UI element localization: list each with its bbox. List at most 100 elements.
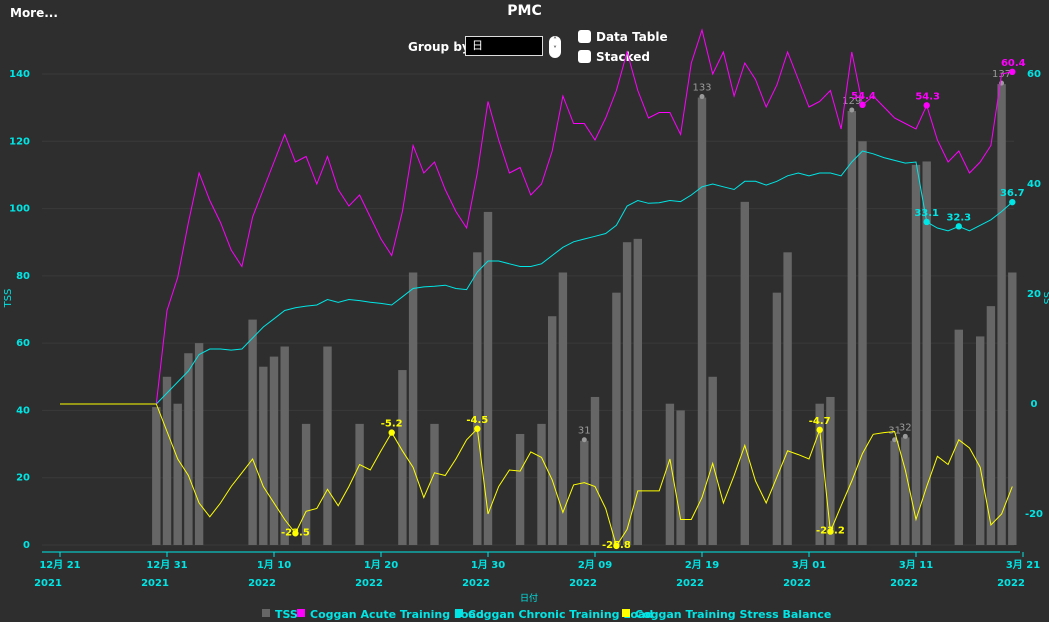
stacked-label: Stacked	[596, 50, 650, 64]
tss-bar	[976, 336, 985, 545]
x-tick-label: 3月 21	[1006, 559, 1040, 571]
tss-label-marker	[892, 437, 898, 443]
tss-bar	[997, 84, 1006, 545]
tsb-data-label: -5.2	[381, 419, 403, 430]
tsb-label-marker	[816, 426, 823, 434]
data-table-label: Data Table	[596, 30, 668, 44]
legend-label-atl: Coggan Acute Training Load	[310, 608, 484, 621]
x-tick-label: 1月 30	[471, 559, 505, 571]
tsb-label-marker	[292, 530, 299, 537]
y-left-tick-label: 140	[9, 69, 30, 80]
y-left-tick-label: 100	[9, 204, 30, 215]
x-tick-year-label: 2022	[783, 578, 811, 589]
atl-data-label: 60.4	[1001, 58, 1026, 69]
ctl-data-label: 36.7	[1000, 188, 1025, 199]
tsb-line	[60, 403, 1013, 548]
tss-bar	[558, 272, 568, 545]
x-tick-year-label: 2021	[34, 578, 62, 589]
tss-bar	[858, 141, 867, 546]
group-by-select[interactable]: 日	[465, 36, 543, 56]
tss-bar	[590, 396, 600, 545]
atl-data-label: 54.3	[915, 91, 940, 102]
tss-bar	[697, 97, 707, 546]
x-tick-year-label: 2022	[462, 578, 490, 589]
tss-bar	[248, 319, 257, 545]
tsb-label-marker	[613, 542, 620, 550]
atl-line	[60, 28, 1013, 405]
x-tick-label: 1月 20	[364, 559, 398, 571]
tss-bar	[922, 161, 931, 545]
x-tick-year-label: 2022	[569, 578, 597, 589]
tss-bar	[826, 396, 835, 545]
x-tick-year-label: 2022	[997, 578, 1025, 589]
tss-bar	[847, 111, 856, 545]
tsb-data-label: -23.2	[816, 526, 845, 537]
atl-label-marker	[859, 101, 866, 109]
x-tick-label: 2月 19	[685, 559, 719, 571]
ctl-data-label: 32.3	[946, 212, 971, 223]
tss-bar	[622, 242, 632, 545]
tss-bar	[890, 440, 899, 545]
x-tick-label: 12月 31	[146, 559, 187, 571]
group-by-stepper[interactable]: ˄ ˅	[549, 36, 561, 58]
atl-label-marker	[923, 102, 930, 109]
tss-bar	[783, 252, 792, 546]
atl-label-marker	[1009, 68, 1016, 76]
x-tick-year-label: 2022	[248, 578, 276, 589]
stacked-checkbox[interactable]	[578, 50, 591, 63]
y-left-tick-label: 40	[16, 405, 30, 416]
tss-bar	[665, 403, 675, 545]
tss-bar	[162, 376, 172, 545]
tss-bar	[633, 238, 642, 545]
tss-bar	[1008, 272, 1017, 545]
tss-bar	[740, 201, 749, 546]
tss-label-marker	[849, 107, 855, 113]
tsb-label-marker	[474, 425, 481, 432]
ctl-line	[60, 150, 1013, 405]
more-menu-button[interactable]: More...	[10, 6, 58, 20]
tss-bar	[408, 272, 418, 545]
tss-bar	[708, 376, 717, 545]
tss-label-marker	[581, 437, 587, 443]
tss-data-label: 32	[899, 422, 912, 433]
tss-bar	[269, 356, 279, 545]
ctl-data-label: 33.1	[914, 208, 939, 219]
x-tick-label: 12月 21	[39, 559, 80, 571]
tss-bar	[173, 403, 182, 545]
tss-bar	[580, 440, 589, 545]
x-tick-label: 3月 01	[792, 559, 826, 571]
tss-bar	[548, 316, 557, 545]
tss-bar	[954, 329, 963, 545]
tss-bar	[772, 292, 782, 545]
tss-bar	[473, 252, 482, 546]
data-table-checkbox[interactable]	[578, 30, 591, 43]
tss-bar	[901, 437, 910, 545]
chevron-down-icon: ˅	[553, 45, 557, 54]
tss-bar	[815, 403, 824, 545]
y-left-axis-title: TSS	[3, 289, 14, 309]
tsb-label-marker	[388, 429, 395, 436]
tss-bar	[483, 211, 493, 545]
x-tick-year-label: 2022	[676, 578, 704, 589]
tss-bar	[430, 423, 439, 545]
x-axis-title: 日付	[520, 593, 538, 604]
tss-bar	[398, 370, 407, 545]
tss-data-label: 129	[842, 96, 861, 107]
legend-swatch-tss	[262, 609, 270, 617]
y-left-tick-label: 0	[23, 540, 30, 551]
y-right-tick-label: 0	[1031, 399, 1038, 410]
chevron-up-icon: ˄	[553, 36, 557, 45]
legend-swatch-ctl	[455, 609, 463, 617]
tss-bar	[323, 346, 332, 545]
x-tick-year-label: 2022	[890, 578, 918, 589]
tss-bar	[301, 423, 311, 545]
y-left-tick-label: 20	[16, 473, 30, 484]
legend-label-ctl: Coggan Chronic Training Load	[468, 608, 653, 621]
tss-bar	[911, 164, 921, 546]
tss-label-marker	[902, 433, 908, 439]
y-left-tick-label: 120	[9, 136, 30, 147]
tss-data-label: 31	[578, 426, 591, 437]
ctl-label-marker	[1009, 198, 1016, 206]
tss-bar	[152, 407, 161, 545]
